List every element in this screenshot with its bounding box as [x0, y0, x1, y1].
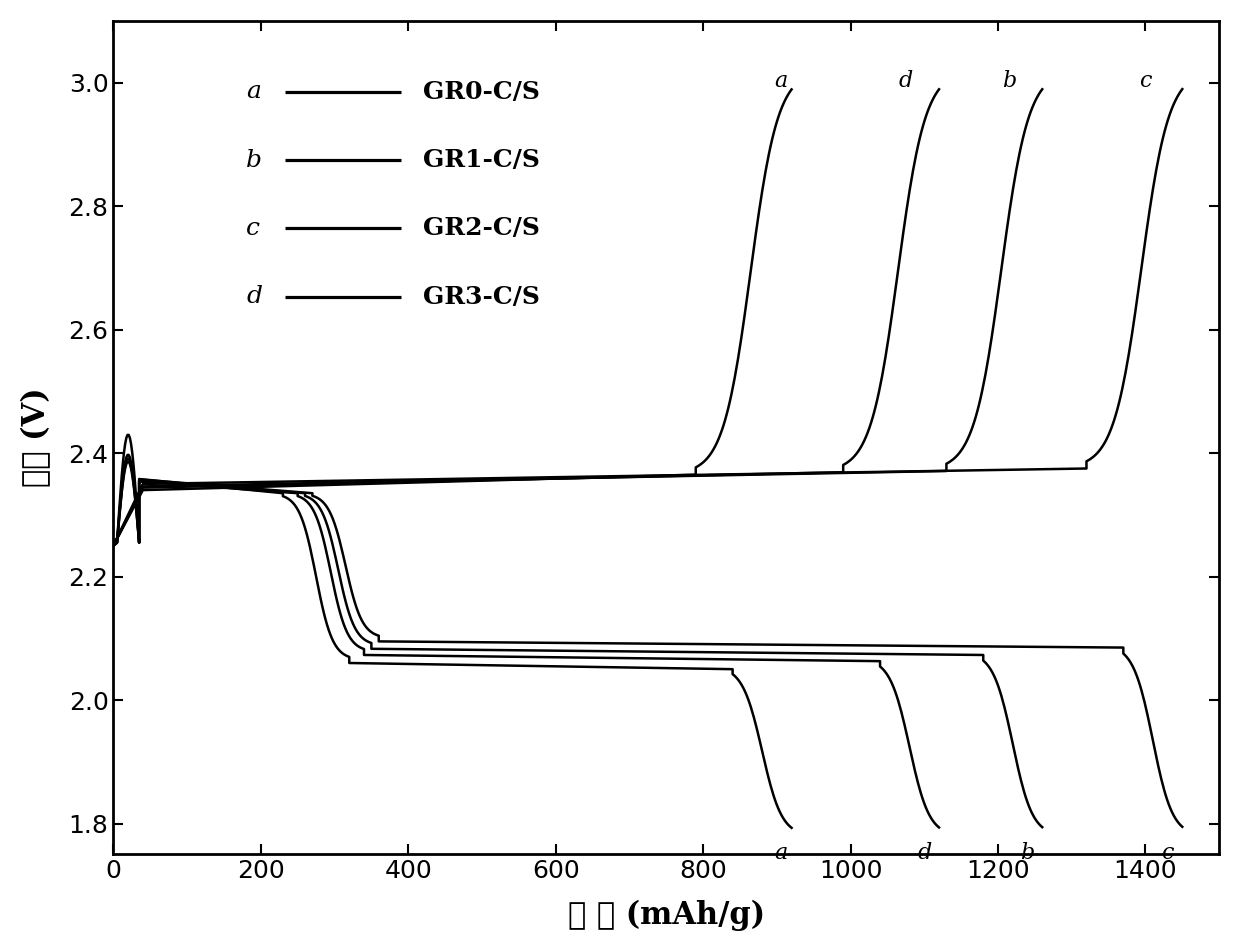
Y-axis label: 电压 (V): 电压 (V)	[21, 387, 52, 487]
Text: a: a	[246, 80, 260, 103]
Text: b: b	[1021, 843, 1034, 864]
Text: b: b	[246, 149, 262, 171]
Text: c: c	[1162, 843, 1174, 864]
Text: GR3-C/S: GR3-C/S	[423, 285, 539, 308]
Text: b: b	[1002, 70, 1017, 92]
Text: d: d	[918, 843, 931, 864]
Text: c: c	[246, 217, 260, 240]
Text: c: c	[1140, 70, 1152, 92]
Text: d: d	[899, 70, 913, 92]
X-axis label: 容 量 (mAh/g): 容 量 (mAh/g)	[568, 900, 765, 931]
Text: GR2-C/S: GR2-C/S	[423, 216, 539, 241]
Text: d: d	[246, 286, 262, 308]
Text: a: a	[774, 70, 787, 92]
Text: GR0-C/S: GR0-C/S	[423, 80, 539, 104]
Text: a: a	[774, 843, 787, 864]
Text: GR1-C/S: GR1-C/S	[423, 149, 539, 172]
